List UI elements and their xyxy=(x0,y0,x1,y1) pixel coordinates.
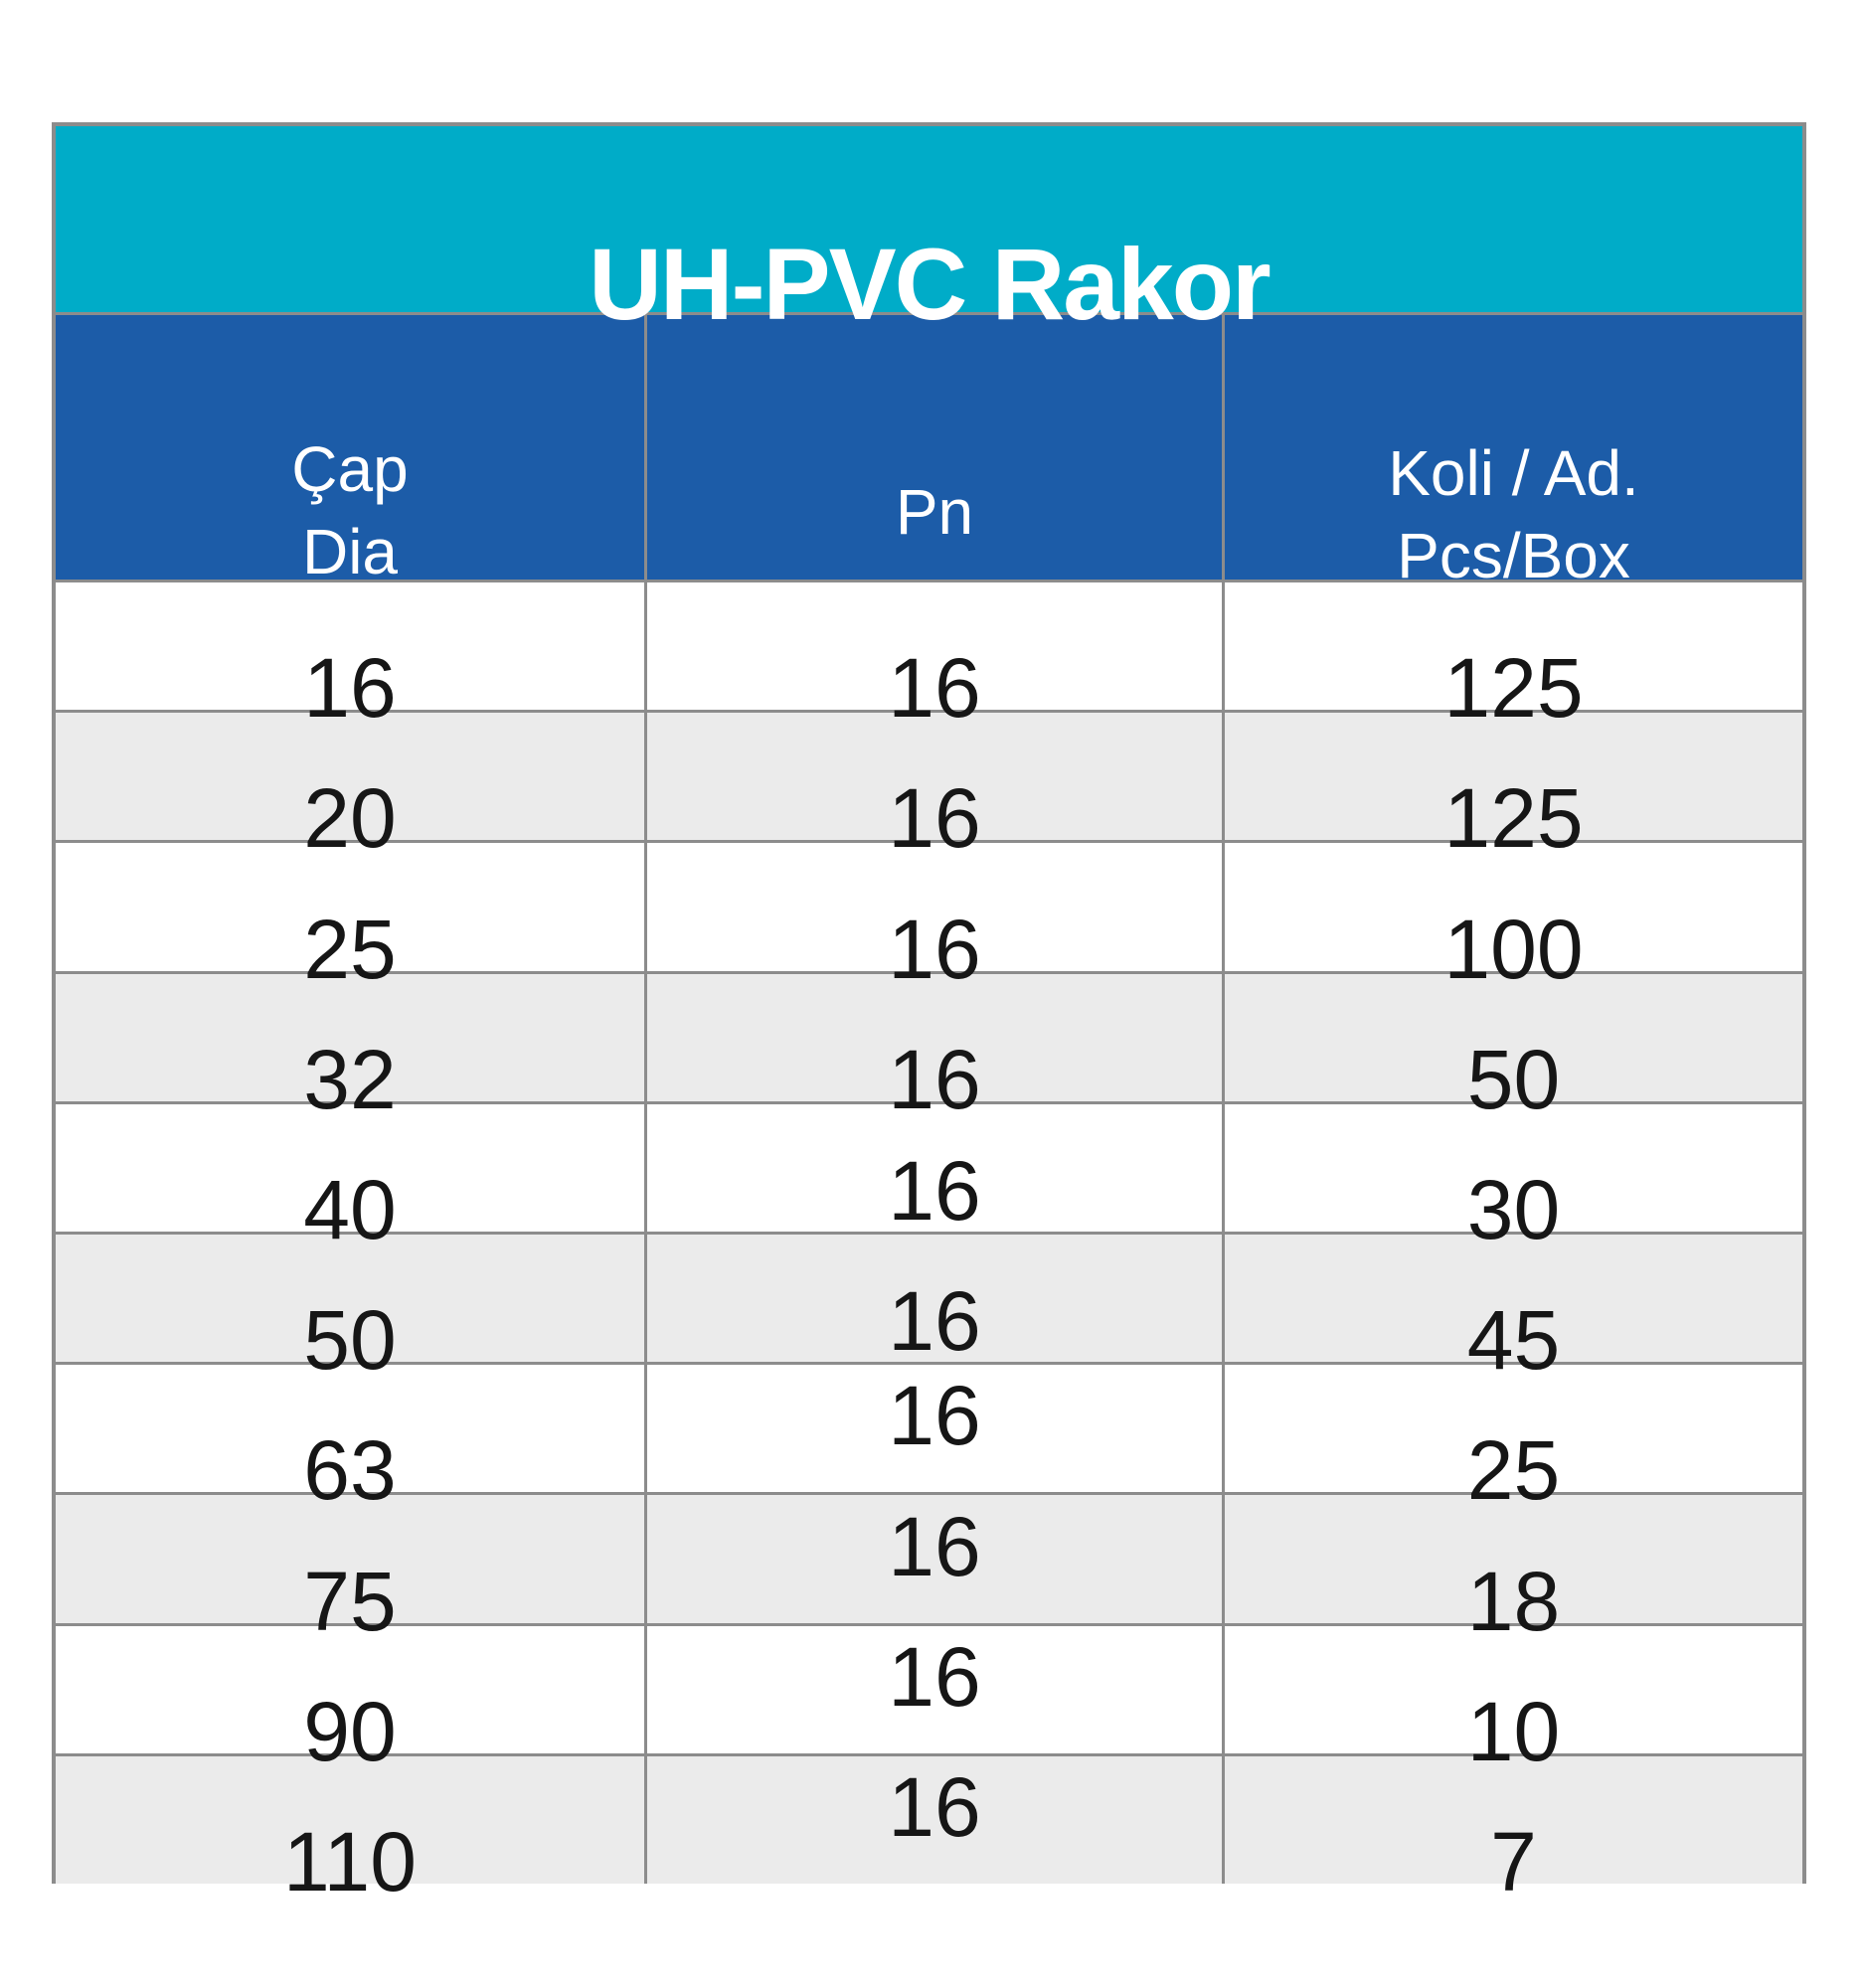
dia-value: 25 xyxy=(303,902,397,996)
pn-value: 16 xyxy=(888,1274,981,1369)
koli-value: 30 xyxy=(1466,1163,1561,1257)
table-row: 32 16 50 xyxy=(56,970,1802,1126)
dia-value: 110 xyxy=(283,1815,417,1909)
cell-koli: 7 xyxy=(1222,1755,1802,1908)
pn-label-line1: Pn xyxy=(895,475,974,548)
cell-dia: 110 xyxy=(56,1756,644,1908)
cell-dia: 32 xyxy=(56,974,644,1126)
koli-value: 125 xyxy=(1443,641,1584,736)
cell-koli: 125 xyxy=(1222,713,1802,865)
table-row: 75 16 18 xyxy=(56,1492,1802,1648)
table-row: 16 16 125 xyxy=(56,582,1802,735)
dia-value: 90 xyxy=(303,1684,397,1778)
table-title: UH-PVC Rakor xyxy=(589,228,1271,341)
table-body: 16 16 125 20 16 125 25 16 xyxy=(56,582,1802,1908)
title-band: UH-PVC Rakor xyxy=(56,126,1802,341)
cell-dia: 25 xyxy=(56,843,644,996)
cell-koli: 50 xyxy=(1222,973,1802,1126)
column-header-koli: Koli / Ad. Pcs/Box xyxy=(1222,315,1802,591)
pn-value: 16 xyxy=(888,1499,981,1593)
pn-value: 16 xyxy=(888,1629,981,1724)
table-row: 63 16 25 xyxy=(56,1362,1802,1517)
dia-label-line1: Çap xyxy=(291,432,409,505)
cell-pn: 16 xyxy=(644,1625,1222,1753)
cell-dia: 16 xyxy=(56,582,644,735)
cell-dia: 20 xyxy=(56,713,644,865)
cell-dia: 90 xyxy=(56,1626,644,1778)
dia-value: 20 xyxy=(303,771,397,866)
table-row: 90 16 10 xyxy=(56,1622,1802,1778)
cell-pn: 16 xyxy=(644,582,1222,735)
dia-value: 40 xyxy=(303,1163,397,1257)
cell-dia: 40 xyxy=(56,1104,644,1256)
cell-pn: 16 xyxy=(644,1755,1222,1885)
koli-value: 50 xyxy=(1466,1032,1561,1126)
cell-koli: 25 xyxy=(1222,1365,1802,1517)
cell-pn: 16 xyxy=(644,973,1222,1126)
dia-value: 75 xyxy=(303,1554,397,1648)
pn-value: 16 xyxy=(888,641,981,736)
cell-dia: 75 xyxy=(56,1495,644,1648)
table-row: 40 16 30 xyxy=(56,1100,1802,1256)
pn-value: 16 xyxy=(888,771,981,866)
table-row: 50 16 45 xyxy=(56,1232,1802,1387)
pn-value: 16 xyxy=(888,1760,981,1855)
cell-koli: 125 xyxy=(1222,582,1802,735)
dia-value: 32 xyxy=(303,1032,397,1126)
cell-koli: 100 xyxy=(1222,843,1802,996)
koli-label-line1: Koli / Ad. xyxy=(1388,436,1639,509)
column-header-pn-label: Pn xyxy=(647,471,1222,554)
koli-value: 125 xyxy=(1443,771,1584,866)
dia-value: 63 xyxy=(303,1423,397,1518)
cell-koli: 30 xyxy=(1222,1103,1802,1256)
cell-koli: 10 xyxy=(1222,1625,1802,1778)
table-row: 20 16 125 xyxy=(56,710,1802,865)
koli-value: 25 xyxy=(1466,1423,1561,1518)
cell-pn: 16 xyxy=(644,1235,1222,1368)
column-header-dia: Çap Dia xyxy=(56,315,644,587)
column-header-pn: Pn xyxy=(644,315,1222,580)
dia-value: 50 xyxy=(303,1293,397,1388)
koli-value: 7 xyxy=(1490,1815,1537,1909)
pn-value: 16 xyxy=(888,902,981,996)
cell-pn: 16 xyxy=(644,713,1222,865)
column-header-dia-label: Çap Dia xyxy=(56,428,644,593)
cell-dia: 50 xyxy=(56,1235,644,1387)
cell-koli: 45 xyxy=(1222,1235,1802,1387)
cell-pn: 16 xyxy=(644,1495,1222,1623)
column-header-row: Çap Dia Pn Koli / Ad. Pcs/Box xyxy=(56,315,1802,591)
table-row: 110 16 7 xyxy=(56,1752,1802,1908)
pn-value: 16 xyxy=(888,1369,981,1463)
column-header-koli-label: Koli / Ad. Pcs/Box xyxy=(1225,432,1802,597)
pn-value: 16 xyxy=(888,1144,981,1239)
koli-value: 100 xyxy=(1443,902,1584,996)
koli-value: 18 xyxy=(1466,1554,1561,1648)
dia-label-line2: Dia xyxy=(301,515,399,587)
koli-value: 10 xyxy=(1466,1684,1561,1778)
koli-label-line2: Pcs/Box xyxy=(1397,519,1630,591)
pn-value: 16 xyxy=(888,1032,981,1126)
cell-pn: 16 xyxy=(644,843,1222,996)
cell-pn: 16 xyxy=(644,1365,1222,1493)
cell-dia: 63 xyxy=(56,1365,644,1517)
cell-koli: 18 xyxy=(1222,1495,1802,1648)
table-row: 25 16 100 xyxy=(56,840,1802,996)
product-table: UH-PVC Rakor Çap Dia Pn Koli / Ad. Pcs/B… xyxy=(52,122,1806,1908)
koli-value: 45 xyxy=(1466,1293,1561,1388)
dia-value: 16 xyxy=(303,641,397,736)
cell-pn: 16 xyxy=(644,1103,1222,1238)
